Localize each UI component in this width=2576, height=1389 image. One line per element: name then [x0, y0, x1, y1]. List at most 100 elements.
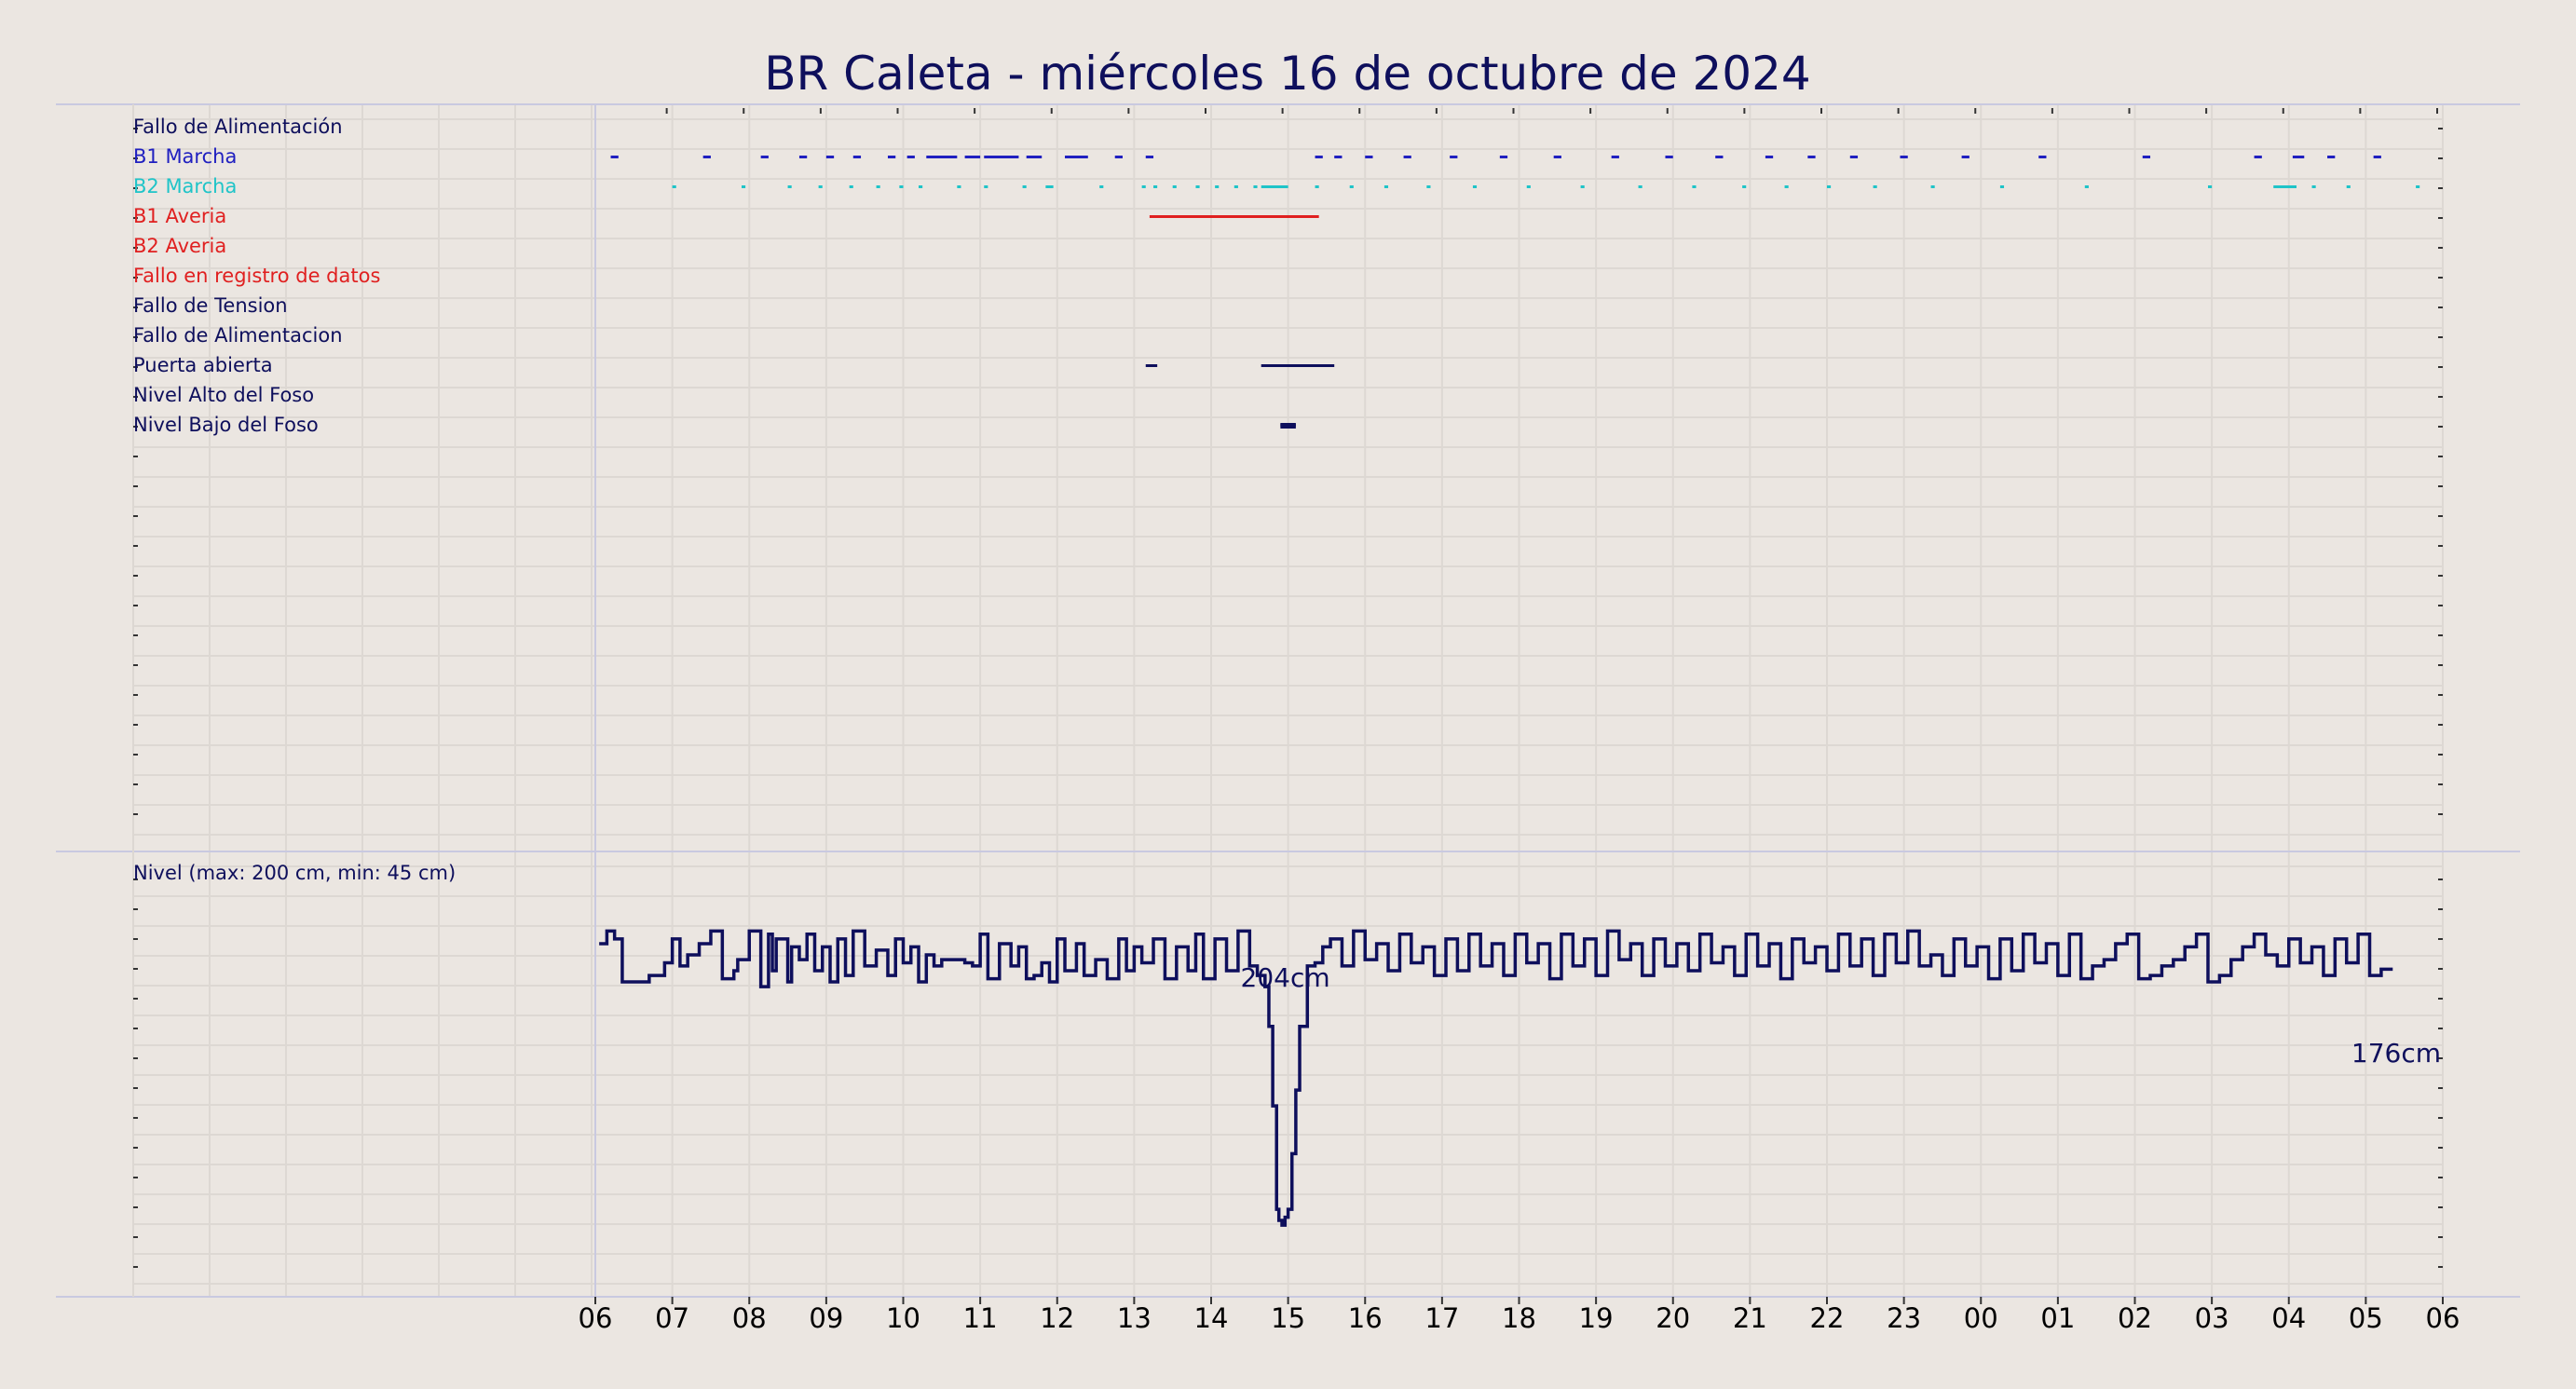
- status-segment: [984, 185, 988, 188]
- x-tick-label: 08: [732, 1302, 767, 1334]
- x-tick-label: 03: [2195, 1302, 2229, 1334]
- row-label: B2 Averia: [133, 235, 226, 257]
- row-label: Fallo de Alimentación: [133, 116, 343, 138]
- status-segment: [2038, 156, 2047, 158]
- status-segment: [1022, 185, 1027, 188]
- x-tick-label: 06: [2426, 1302, 2460, 1334]
- x-tick-label: 22: [1810, 1302, 1845, 1334]
- status-segment: [1849, 156, 1859, 158]
- status-segment: [1334, 156, 1343, 158]
- status-segment: [1065, 156, 1088, 158]
- status-segment: [1114, 156, 1123, 158]
- status-segment: [852, 156, 862, 158]
- row-label: Fallo de Tension: [133, 294, 288, 317]
- x-tick-label: 18: [1502, 1302, 1536, 1334]
- status-segment: [1526, 185, 1531, 188]
- status-segment: [2373, 156, 2381, 158]
- status-segment: [876, 185, 880, 188]
- row-label: Fallo en registro de datos: [133, 265, 380, 287]
- status-segment: [887, 156, 896, 158]
- row-label: B2 Marcha: [133, 175, 237, 197]
- chart-title: BR Caleta - miércoles 16 de octubre de 2…: [764, 47, 1811, 101]
- status-segment: [1099, 185, 1104, 188]
- status-segment: [1999, 185, 2005, 188]
- status-segment: [2416, 185, 2420, 188]
- x-tick-label: 17: [1424, 1302, 1459, 1334]
- max-level-label: 204cm: [1241, 962, 1330, 993]
- status-segment: [1045, 185, 1054, 188]
- status-segment: [1026, 156, 1043, 158]
- level-panel-title: Nivel (max: 200 cm, min: 45 cm): [133, 862, 456, 884]
- x-tick-label: 14: [1194, 1302, 1229, 1334]
- status-segments: [610, 156, 2420, 429]
- x-tick-label: 10: [886, 1302, 920, 1334]
- x-tick-label: 19: [1579, 1302, 1614, 1334]
- grid: [133, 104, 2444, 1297]
- status-segment: [964, 156, 981, 158]
- status-segment: [2084, 185, 2089, 188]
- status-segment: [1900, 156, 1908, 158]
- x-tick-label: 00: [1964, 1302, 1998, 1334]
- x-tick-label: 06: [579, 1302, 613, 1334]
- status-segment: [1145, 364, 1158, 367]
- x-tick-label: 23: [1887, 1302, 1921, 1334]
- status-segment: [1553, 156, 1561, 158]
- status-segment: [1172, 185, 1177, 188]
- status-segment: [899, 185, 904, 188]
- row-label: Fallo de Alimentacion: [133, 324, 343, 347]
- panel-borders: [56, 103, 2520, 1298]
- status-segment: [1742, 185, 1747, 188]
- status-segment: [919, 185, 923, 188]
- status-segment: [2273, 185, 2297, 188]
- last-level-label: 176cm: [2351, 1038, 2441, 1069]
- x-tick-label: 21: [1733, 1302, 1767, 1334]
- row-label: Puerta abierta: [133, 354, 273, 376]
- status-segment: [1472, 185, 1478, 188]
- status-segment: [672, 185, 676, 188]
- status-segment: [1827, 185, 1832, 188]
- status-segment: [2327, 156, 2336, 158]
- status-segment: [1195, 185, 1200, 188]
- status-segment: [1315, 156, 1323, 158]
- status-segment: [984, 156, 1019, 158]
- status-segment: [2311, 185, 2316, 188]
- status-segment: [1261, 364, 1335, 367]
- x-tick-label: 13: [1117, 1302, 1152, 1334]
- x-axis-ticks: 06 07 08 09 10 11 12 13 14 15 16 17 18 19 20 21 22 23 00 01…: [579, 1297, 2460, 1334]
- status-segment: [1807, 156, 1816, 158]
- x-tick-label: 04: [2271, 1302, 2306, 1334]
- status-segment: [957, 185, 961, 188]
- status-segment: [1580, 185, 1585, 188]
- status-segment: [1365, 156, 1373, 158]
- status-segment: [1961, 156, 1969, 158]
- status-segment: [825, 156, 835, 158]
- row-label: B1 Marcha: [133, 145, 237, 168]
- status-segment: [798, 156, 808, 158]
- row-labels: Fallo de Alimentación B1 Marcha B2 Marcha B…: [133, 116, 380, 436]
- status-segment: [849, 185, 853, 188]
- status-segment: [1611, 156, 1619, 158]
- status-segment: [1141, 185, 1146, 188]
- status-segment: [2142, 156, 2151, 158]
- status-segment: [760, 156, 769, 158]
- status-segment: [1426, 185, 1431, 188]
- low-level-marker: [1280, 423, 1296, 429]
- status-segment: [1765, 156, 1774, 158]
- x-tick-label: 20: [1656, 1302, 1690, 1334]
- x-tick-label: 09: [809, 1302, 843, 1334]
- status-segment: [1873, 185, 1877, 188]
- status-segment: [2292, 156, 2305, 158]
- status-segment: [1930, 185, 1935, 188]
- status-segment: [2346, 185, 2351, 188]
- status-segment: [1215, 185, 1220, 188]
- x-tick-label: 07: [655, 1302, 689, 1334]
- level-series: [599, 929, 2393, 1227]
- status-segment: [741, 185, 746, 188]
- row-label: B1 Averia: [133, 205, 226, 227]
- status-segment: [1692, 185, 1697, 188]
- status-segment: [1715, 156, 1724, 158]
- status-segment: [1784, 185, 1789, 188]
- status-segment: [610, 156, 619, 158]
- status-segment: [1450, 156, 1458, 158]
